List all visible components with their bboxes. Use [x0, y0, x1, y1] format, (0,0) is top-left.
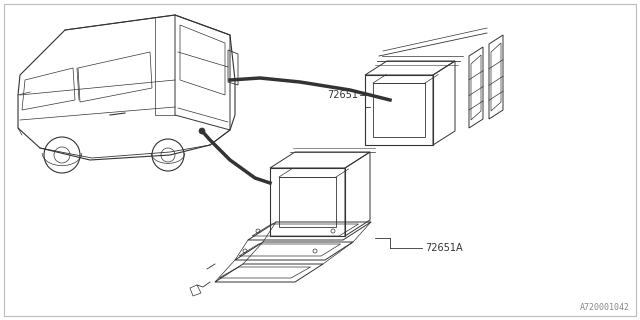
Text: 72651A: 72651A	[425, 243, 463, 253]
Circle shape	[199, 128, 205, 134]
Text: A720001042: A720001042	[580, 303, 630, 312]
Text: 72651: 72651	[327, 90, 358, 100]
